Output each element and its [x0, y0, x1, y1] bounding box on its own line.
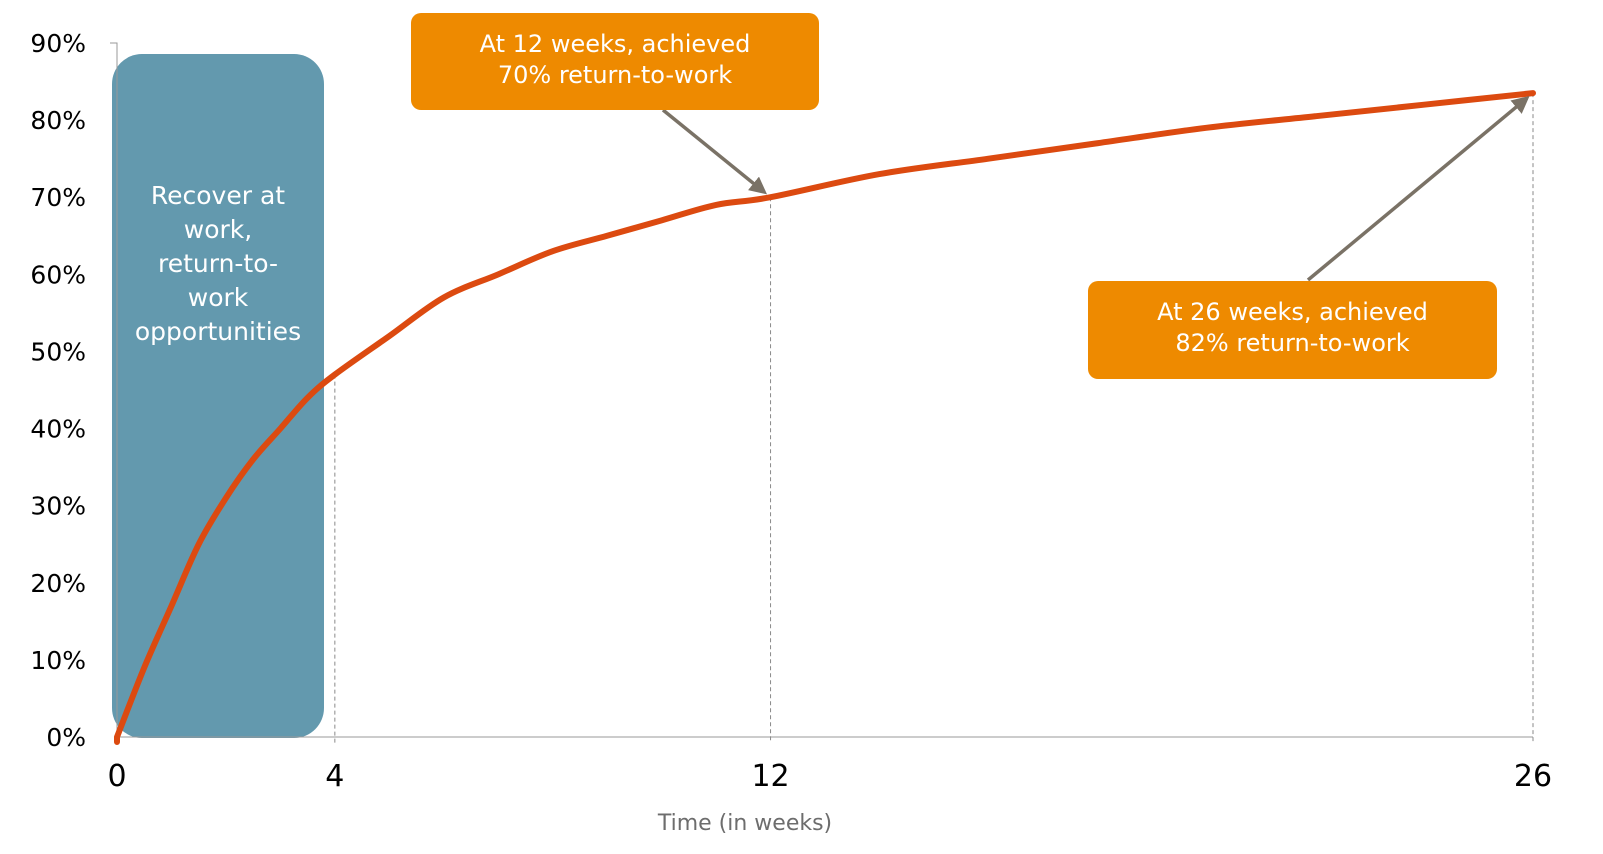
- shaded-band-label-line: work,: [184, 215, 252, 244]
- shaded-band-label-line: work: [188, 283, 249, 312]
- shaded-band-label-line: Recover at: [151, 181, 285, 210]
- annotation-arrow-12-weeks: [661, 108, 768, 195]
- y-tick-label: 10%: [30, 646, 86, 675]
- shaded-band-label: Recover at work, return-to-work opportuniti…: [135, 181, 301, 346]
- y-tick-label: 80%: [30, 106, 86, 135]
- y-tick-label: 70%: [30, 183, 86, 212]
- y-tick-label: 20%: [30, 569, 86, 598]
- annotation-text-line: At 26 weeks, achieved: [1157, 298, 1428, 326]
- annotation-text-line: 82% return-to-work: [1175, 329, 1409, 357]
- x-tick-label: 4: [325, 759, 344, 794]
- shaded-band-label-line: return-to-: [158, 249, 278, 278]
- annotation-text-26-weeks: At 26 weeks, achieved 82% return-to-work: [1157, 298, 1428, 357]
- x-tick-label: 26: [1514, 759, 1552, 794]
- x-tick-label: 0: [107, 759, 126, 794]
- annotation-text-line: 70% return-to-work: [498, 61, 732, 89]
- y-tick-label: 40%: [30, 415, 86, 444]
- annotation-arrow-26-weeks: [1306, 95, 1530, 282]
- y-tick-label: 90%: [30, 29, 86, 58]
- annotation-text-line: At 12 weeks, achieved: [480, 30, 751, 58]
- annotation-box-12-weeks: [411, 13, 819, 110]
- x-axis-ticks: 0 4 12 26: [107, 759, 1552, 794]
- shaded-band: Recover at work, return-to-work opportuniti…: [112, 54, 324, 738]
- y-axis-ticks: 0% 10% 20% 30% 40% 50% 60% 70% 80% 90%: [30, 29, 86, 752]
- y-tick-label: 0%: [46, 723, 86, 752]
- y-tick-label: 50%: [30, 337, 86, 366]
- annotation-callout-12-weeks: At 12 weeks, achieved 70% return-to-work: [411, 13, 819, 110]
- annotation-text-12-weeks: At 12 weeks, achieved 70% return-to-work: [480, 30, 751, 89]
- y-tick-label: 30%: [30, 492, 86, 521]
- x-tick-label: 12: [751, 759, 789, 794]
- annotation-box-26-weeks: [1088, 281, 1497, 379]
- y-tick-label: 60%: [30, 260, 86, 289]
- y-axis-line: [110, 42, 118, 737]
- annotation-callout-26-weeks: At 26 weeks, achieved 82% return-to-work: [1088, 281, 1497, 379]
- series-line-return-to-work: [114, 90, 1536, 745]
- x-axis-label: Time (in weeks): [657, 811, 832, 836]
- axes: [110, 42, 1533, 738]
- shaded-band-label-line: opportunities: [135, 317, 301, 346]
- reference-lines: [334, 93, 1534, 743]
- shaded-band-rect: [112, 54, 324, 738]
